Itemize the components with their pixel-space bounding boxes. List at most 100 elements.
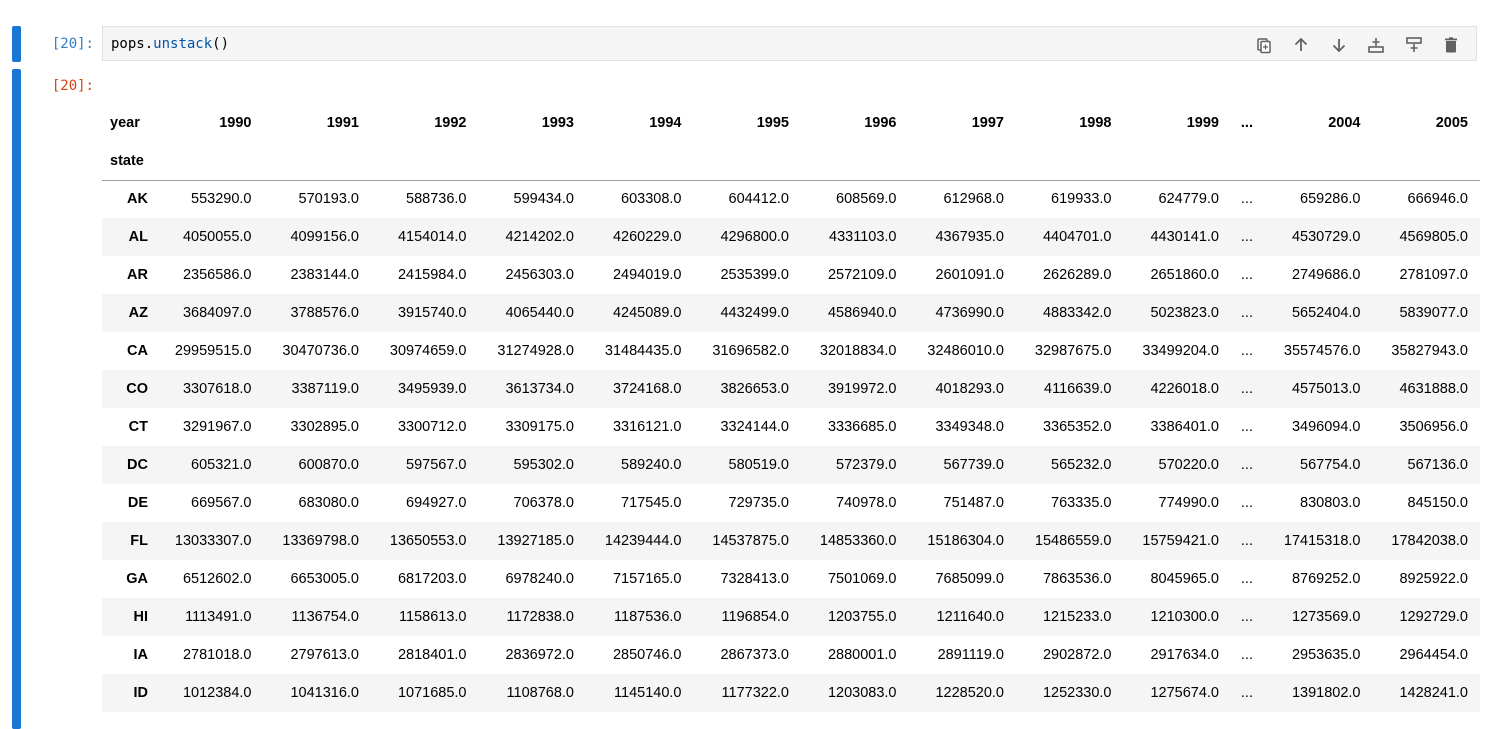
table-cell: 1203083.0 (827, 685, 897, 701)
table-cell: 2836972.0 (505, 647, 574, 663)
table-cell: 17842038.0 (1391, 533, 1468, 549)
code-object: pops. (111, 36, 154, 52)
table-row: GA 6512602.0 6653005.0 6817203.0 6978240.0 71… (102, 560, 1480, 598)
table-row: HI 1113491.0 1136754.0 1158613.0 1172838.0 11… (102, 598, 1480, 636)
column-header: 1992 (434, 115, 467, 131)
table-cell: 3349348.0 (935, 419, 1004, 435)
move-down-button[interactable] (1320, 34, 1358, 56)
table-cell: 567136.0 (1407, 457, 1468, 473)
table-row: CT 3291967.0 3302895.0 3300712.0 3309175.0 33… (102, 408, 1480, 446)
table-cell: 4214202.0 (505, 229, 574, 245)
table-cell: 589240.0 (621, 457, 682, 473)
table-cell: 3506956.0 (1399, 419, 1468, 435)
table-row: CA 29959515.0 30470736.0 30974659.0 31274928… (102, 332, 1480, 370)
table-cell: 7157165.0 (612, 571, 682, 587)
table-cell: 15486559.0 (1034, 533, 1112, 549)
output-collapser[interactable] (12, 69, 21, 729)
table-cell: 8925922.0 (1399, 571, 1468, 587)
table-cell: 572379.0 (836, 457, 897, 473)
column-header-row: year 1990 1991 1992 1993 1994 1995 1996 1997 199… (102, 104, 1480, 142)
table-row: DE 669567.0 683080.0 694927.0 706378.0 717545… (102, 484, 1480, 522)
table-cell: 4226018.0 (1150, 381, 1219, 397)
scrollbar[interactable] (1495, 0, 1509, 705)
table-cell: 567754.0 (1300, 457, 1361, 473)
table-cell: 2850746.0 (612, 647, 682, 663)
table-cell: 2601091.0 (935, 267, 1004, 283)
delete-cell-button[interactable] (1433, 34, 1471, 56)
column-header: 1996 (864, 115, 897, 131)
table-cell: 7863536.0 (1042, 571, 1112, 587)
table-cell: 612968.0 (943, 191, 1004, 208)
input-collapser[interactable] (12, 26, 21, 62)
column-header: 1998 (1079, 115, 1112, 131)
table-cell: 4331103.0 (829, 229, 897, 245)
table-cell: 2572109.0 (827, 267, 897, 283)
index-name: state (102, 142, 156, 181)
insert-above-icon (1368, 38, 1385, 53)
table-cell: ... (1240, 571, 1253, 587)
table-cell: 31696582.0 (712, 343, 789, 359)
table-cell: 3684097.0 (182, 305, 252, 321)
table-cell: 3302895.0 (290, 419, 359, 435)
input-cell[interactable]: [20]: pops.unstack() (0, 24, 1495, 64)
table-cell: 2880001.0 (827, 647, 897, 663)
table-row: CO 3307618.0 3387119.0 3495939.0 3613734.0 37… (102, 370, 1480, 408)
row-index-label: IA (133, 647, 149, 663)
table-cell: 1041316.0 (290, 685, 359, 701)
table-cell: 3336685.0 (827, 419, 897, 435)
table-cell: 15759421.0 (1142, 533, 1219, 549)
table-cell: 706378.0 (513, 495, 574, 511)
row-index-label: DE (127, 495, 148, 511)
columns-name: year (110, 115, 140, 131)
table-cell: 32018834.0 (819, 343, 897, 359)
table-cell: 3724168.0 (612, 381, 682, 397)
table-cell: 624779.0 (1158, 191, 1219, 208)
insert-below-button[interactable] (1395, 34, 1433, 56)
table-cell: 35827943.0 (1391, 343, 1468, 359)
table-cell: 604412.0 (728, 191, 789, 208)
table-cell: 4367935.0 (935, 229, 1004, 245)
row-index-label: HI (133, 609, 149, 625)
table-cell: 763335.0 (1051, 495, 1112, 511)
table-cell: 1172838.0 (506, 609, 574, 625)
column-header: 2005 (1435, 115, 1468, 131)
table-cell: ... (1240, 647, 1253, 663)
code-line[interactable]: pops.unstack() (111, 36, 229, 52)
table-cell: 3365352.0 (1042, 419, 1112, 435)
duplicate-cell-button[interactable] (1245, 34, 1283, 56)
table-cell: ... (1240, 229, 1253, 245)
column-header: 1995 (756, 115, 789, 131)
table-cell: 659286.0 (1300, 191, 1361, 208)
table-cell: 13650553.0 (389, 533, 467, 549)
table-cell: 2964454.0 (1399, 647, 1468, 663)
move-up-button[interactable] (1283, 34, 1321, 56)
table-cell: 6653005.0 (290, 571, 359, 587)
table-cell: 7501069.0 (827, 571, 897, 587)
dataframe-output: year 1990 1991 1992 1993 1994 1995 1996 1997 199… (102, 104, 1480, 712)
table-cell: 4569805.0 (1399, 229, 1468, 245)
table-cell: 2891119.0 (937, 647, 1004, 663)
index-name-row: state (102, 142, 1480, 181)
table-cell: 4260229.0 (612, 229, 682, 245)
table-cell: 570220.0 (1158, 457, 1219, 473)
table-cell: 740978.0 (836, 495, 897, 511)
copy-icon (1257, 38, 1271, 54)
table-cell: 2797613.0 (290, 647, 359, 663)
insert-above-button[interactable] (1358, 34, 1396, 56)
table-cell: 2867373.0 (720, 647, 789, 663)
row-index-label: CT (128, 419, 148, 435)
table-cell: 603308.0 (621, 191, 682, 208)
row-index-label: FL (130, 533, 148, 549)
table-cell: 4430141.0 (1150, 229, 1219, 245)
table-cell: 2953635.0 (1291, 647, 1361, 663)
table-cell: 3309175.0 (505, 419, 574, 435)
table-cell: 8045965.0 (1150, 571, 1219, 587)
table-cell: 15186304.0 (927, 533, 1004, 549)
table-cell: 3324144.0 (720, 419, 789, 435)
code-editor[interactable]: pops.unstack() (102, 26, 1477, 61)
table-cell: 4154014.0 (397, 229, 467, 245)
table-cell: 6817203.0 (397, 571, 467, 587)
table-cell: 2781097.0 (1399, 267, 1468, 283)
table-cell: 2383144.0 (290, 267, 359, 283)
table-cell: 1252330.0 (1042, 685, 1112, 701)
